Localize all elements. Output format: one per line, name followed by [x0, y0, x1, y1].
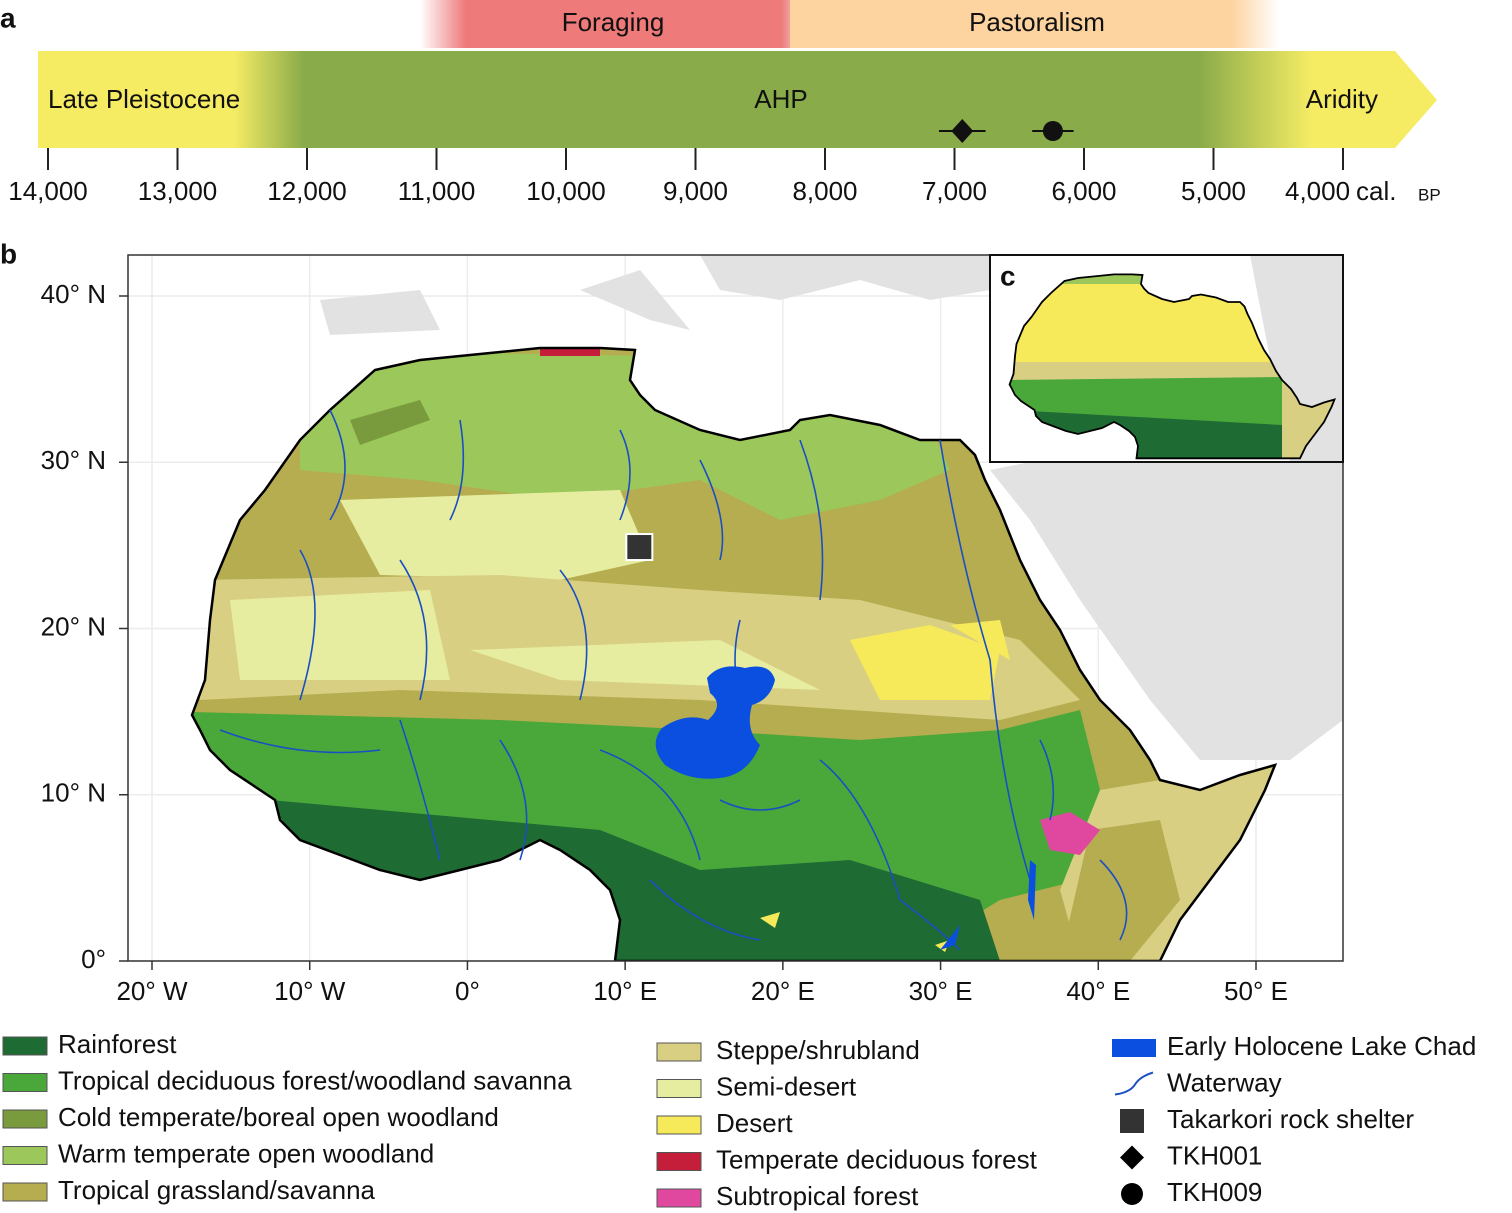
legend: Rainforest Tropical deciduous forest/wood… — [2, 1029, 1476, 1211]
y-tick-label: 30° N — [41, 445, 106, 475]
tick-label: 8,000 — [792, 176, 857, 206]
tick-label: 14,000 — [8, 176, 88, 206]
legend-label: Tropical grassland/savanna — [58, 1175, 376, 1205]
phase-label: AHP — [754, 84, 807, 114]
y-tick-label: 40° N — [41, 279, 106, 309]
tick-label: 4,000 — [1285, 176, 1350, 206]
x-tick-label: 50° E — [1224, 976, 1288, 1006]
legend-swatch — [2, 1073, 48, 1092]
pastoralism-band — [790, 0, 1280, 48]
unit-label: cal. — [1356, 176, 1396, 206]
period-label: Foraging — [562, 7, 665, 37]
tick-label: 7,000 — [922, 176, 987, 206]
legend-label: Waterway — [1167, 1067, 1282, 1097]
x-tick-label: 10° W — [274, 976, 346, 1006]
marker — [951, 119, 974, 143]
lake-chad — [655, 666, 775, 779]
legend-label: Cold temperate/boreal open woodland — [58, 1102, 499, 1132]
legend-label: Semi-desert — [716, 1071, 857, 1101]
legend-swatch — [1120, 1109, 1144, 1133]
inset-frame — [989, 254, 1344, 463]
legend-marker — [1121, 1183, 1143, 1205]
timeline-bar — [38, 51, 1437, 148]
inset — [990, 255, 1343, 462]
marker — [1042, 121, 1063, 141]
legend-label: Rainforest — [58, 1029, 177, 1059]
period-label: Pastoralism — [969, 7, 1105, 37]
legend-label: Steppe/shrubland — [716, 1035, 920, 1065]
legend-swatch — [656, 1115, 702, 1135]
legend-swatch — [2, 1109, 48, 1129]
x-tick-label: 20° E — [751, 976, 815, 1006]
phase-label: Late Pleistocene — [48, 84, 240, 114]
x-tick-label: 0° — [455, 976, 480, 1006]
legend-marker — [1120, 1145, 1144, 1170]
panel-label: b — [0, 238, 17, 269]
x-tick-label: 40° E — [1066, 976, 1130, 1006]
y-tick-label: 0° — [81, 944, 106, 974]
legend-swatch — [2, 1036, 48, 1056]
legend-swatch — [1112, 1039, 1156, 1057]
legend-label: Warm temperate open woodland — [58, 1138, 434, 1168]
legend-swatch — [656, 1042, 702, 1062]
x-tick-label: 20° W — [116, 976, 188, 1006]
legend-label: Subtropical forest — [716, 1181, 919, 1211]
europe — [320, 255, 990, 335]
legend-label: Tropical deciduous forest/woodland savan… — [58, 1065, 572, 1095]
tick-label: 13,000 — [138, 176, 218, 206]
site-marker — [625, 533, 654, 562]
tick-label: 6,000 — [1051, 176, 1116, 206]
tick-label: 11,000 — [398, 176, 476, 206]
site-layer — [625, 533, 654, 562]
unit-suffix: BP — [1418, 185, 1441, 204]
legend-label: Takarkori rock shelter — [1167, 1104, 1414, 1134]
tick-label: 5,000 — [1181, 176, 1246, 206]
legend-swatch — [656, 1188, 702, 1208]
timeline-axis: 14,000 13,000 12,000 11,000 10,000 9,000 8,000… — [8, 119, 1441, 206]
tick-label: 9,000 — [663, 176, 728, 206]
lakes — [940, 860, 1036, 950]
map-axes: 20° W 10° W 0° 10° E 20° E 30° E 40° E 50° E 0° 1… — [41, 279, 1288, 1006]
legend-label: Desert — [716, 1108, 793, 1138]
legend-line — [1114, 1071, 1154, 1096]
tick-label: 10,000 — [526, 176, 606, 206]
legend-swatch — [656, 1079, 702, 1098]
waterways — [219, 409, 1128, 951]
y-tick-label: 10° N — [41, 778, 106, 808]
legend-swatch — [2, 1182, 48, 1202]
legend-label: Early Holocene Lake Chad — [1167, 1031, 1476, 1061]
phase-label: Aridity — [1306, 84, 1378, 114]
legend-label: TKH001 — [1167, 1140, 1262, 1170]
tick-label: 12,000 — [267, 176, 347, 206]
legend-swatch — [656, 1152, 702, 1171]
arabia — [990, 400, 1343, 760]
map-frame — [127, 254, 1344, 962]
legend-label: TKH009 — [1167, 1177, 1262, 1207]
y-tick-label: 20° N — [41, 611, 106, 641]
legend-swatch — [2, 1146, 48, 1165]
x-tick-label: 10° E — [593, 976, 657, 1006]
legend-label: Temperate deciduous forest — [716, 1144, 1038, 1174]
x-tick-label: 30° E — [909, 976, 973, 1006]
foraging-band — [420, 0, 800, 48]
panel-label: c — [1000, 260, 1016, 291]
panel-label: a — [0, 2, 16, 33]
